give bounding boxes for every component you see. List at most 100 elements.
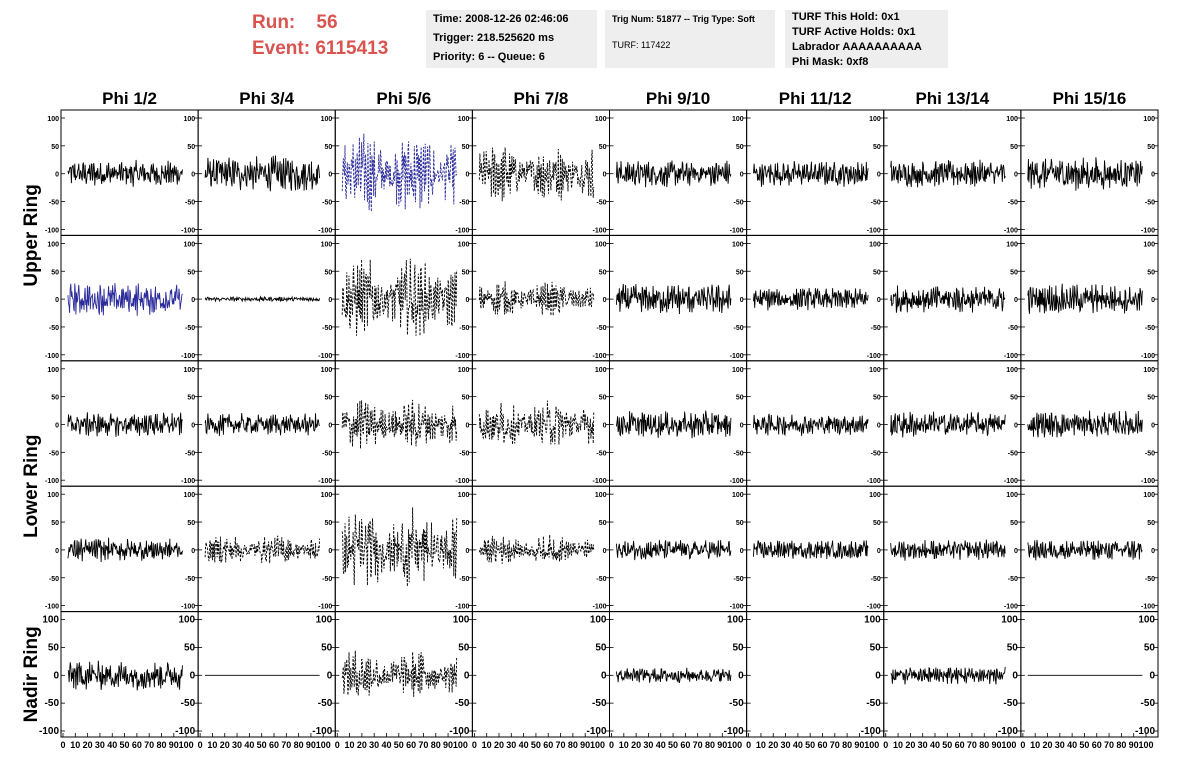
y-tick-label: -50: [181, 698, 196, 709]
x-tick-label: 0: [883, 740, 888, 750]
y-tick-label: 100: [1143, 367, 1155, 374]
x-tick-label: 100: [590, 740, 605, 750]
column-title: Phi 13/14: [915, 89, 989, 108]
panel-frame: [746, 611, 885, 738]
x-tick-label: 0: [609, 740, 614, 750]
y-tick-label: -50: [1003, 698, 1018, 709]
x-tick-label: 70: [144, 740, 154, 750]
x-tick-label: 10: [619, 740, 629, 750]
y-tick-label: 0: [1149, 670, 1155, 681]
panel-frame: [1020, 611, 1159, 738]
x-tick-label: 30: [95, 740, 105, 750]
x-tick-label: 50: [668, 740, 678, 750]
y-tick-label: 0: [1012, 670, 1018, 681]
run-event-info: Run: 56 Event: 6115413: [252, 10, 388, 62]
y-tick-label: -50: [185, 576, 195, 583]
waveform-trace: [890, 159, 1006, 188]
x-tick-label: 20: [357, 740, 367, 750]
y-tick-label: -50: [596, 325, 606, 332]
turf-info-box: TURF This Hold: 0x1 TURF Active Holds: 0…: [785, 10, 948, 68]
y-tick-label: 50: [324, 144, 332, 151]
y-tick-label: 50: [1007, 642, 1019, 653]
y-tick-label: 0: [327, 670, 333, 681]
y-tick-label: -100: [45, 227, 59, 234]
y-tick-label: 100: [732, 367, 744, 374]
waveform-trace: [67, 283, 183, 316]
trig-num-text: Trig Num: 51877 -- Trig Type: Soft: [612, 14, 755, 24]
column-title: Phi 1/2: [102, 89, 157, 108]
column-title: Phi 5/6: [376, 89, 431, 108]
waveform-trace: [1027, 283, 1143, 314]
y-tick-label: -50: [1008, 576, 1018, 583]
column-title: Phi 3/4: [239, 89, 294, 108]
y-tick-label: 100: [42, 615, 59, 626]
time-text: Time: 2008-12-26 02:46:06: [433, 13, 569, 25]
y-tick-label: 50: [599, 520, 607, 527]
y-tick-label: -50: [49, 200, 59, 207]
y-tick-label: 0: [328, 548, 332, 555]
y-tick-label: -100: [586, 726, 606, 737]
y-tick-label: 100: [458, 116, 470, 123]
y-tick-label: 50: [187, 144, 195, 151]
x-tick-label: 0: [472, 740, 477, 750]
y-tick-label: 100: [321, 367, 333, 374]
y-tick-label: -100: [318, 478, 332, 485]
y-tick-label: 100: [458, 367, 470, 374]
waveform-trace: [478, 400, 595, 445]
y-tick-label: -100: [1141, 604, 1155, 611]
panel-frame: [197, 109, 336, 236]
x-tick-label: 10: [1030, 740, 1040, 750]
y-tick-label: 50: [599, 144, 607, 151]
y-tick-label: 100: [595, 116, 607, 123]
y-tick-label: -100: [867, 604, 881, 611]
x-tick-label: 20: [631, 740, 641, 750]
panel-frame: [197, 611, 336, 738]
waveform-trace: [478, 147, 595, 202]
y-tick-label: 0: [1151, 297, 1155, 304]
run-value: 56: [316, 12, 338, 33]
x-tick-label: 20: [220, 740, 230, 750]
y-tick-label: -100: [455, 227, 469, 234]
y-tick-label: 50: [736, 395, 744, 402]
y-tick-label: -100: [181, 604, 195, 611]
waveform-trace: [204, 535, 321, 564]
x-tick-label: 60: [1092, 740, 1102, 750]
y-tick-label: -50: [734, 325, 744, 332]
y-tick-label: 50: [321, 642, 333, 653]
x-tick-label: 40: [930, 740, 940, 750]
y-tick-label: 100: [732, 241, 744, 248]
y-tick-label: 50: [187, 520, 195, 527]
y-tick-label: 100: [1006, 116, 1018, 123]
y-tick-label: 50: [873, 144, 881, 151]
y-tick-label: 0: [603, 423, 607, 430]
y-tick-label: 100: [183, 492, 195, 499]
y-tick-label: 0: [1151, 548, 1155, 555]
column-title: Phi 9/10: [646, 89, 710, 108]
y-tick-label: 0: [1014, 423, 1018, 430]
x-tick-label: 30: [232, 740, 242, 750]
y-tick-label: -100: [867, 353, 881, 360]
x-tick-label: 90: [169, 740, 179, 750]
y-tick-label: 0: [877, 172, 881, 179]
x-tick-label: 0: [746, 740, 751, 750]
y-tick-label: 50: [187, 269, 195, 276]
x-tick-label: 40: [793, 740, 803, 750]
x-tick-label: 80: [979, 740, 989, 750]
y-tick-label: -100: [455, 353, 469, 360]
y-tick-label: 100: [47, 367, 59, 374]
y-tick-label: 100: [321, 241, 333, 248]
waveform-trace: [753, 540, 869, 560]
y-tick-label: -50: [49, 450, 59, 457]
x-tick-label: 50: [120, 740, 130, 750]
y-tick-label: -50: [455, 698, 470, 709]
y-tick-label: 0: [603, 297, 607, 304]
y-tick-label: -50: [734, 200, 744, 207]
event-row: Event: 6115413: [252, 36, 388, 62]
waveform-trace: [204, 295, 321, 303]
x-tick-label: 60: [269, 740, 279, 750]
y-tick-label: -50: [729, 698, 744, 709]
y-tick-label: 0: [875, 670, 881, 681]
y-tick-label: -50: [866, 698, 881, 709]
x-tick-label: 60: [132, 740, 142, 750]
x-tick-label: 30: [918, 740, 928, 750]
